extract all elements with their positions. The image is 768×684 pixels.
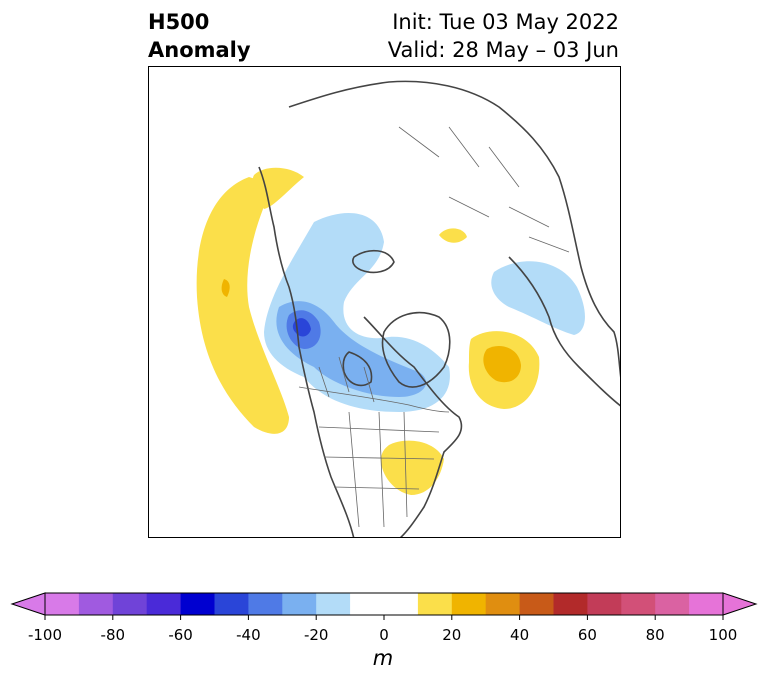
anomaly-west-pacific-ridge-core <box>221 279 230 297</box>
colorbar-swatch <box>417 593 453 615</box>
colorbar-tick-label: 80 <box>645 626 665 644</box>
colorbar-swatch <box>384 593 419 615</box>
colorbar-swatch <box>248 593 283 615</box>
colorbar-tick-label: 20 <box>442 626 462 644</box>
colorbar-swatch <box>689 593 724 615</box>
coastline-north-america-west <box>258 166 355 537</box>
colorbar-tick-label: -40 <box>236 626 261 644</box>
coastline-north-america-east <box>363 316 463 537</box>
title-line-1: H500 <box>148 10 210 34</box>
colorbar-tick-label: -60 <box>168 626 193 644</box>
coastline-hudson-bay <box>342 351 373 387</box>
coastline-eurasia <box>288 80 620 378</box>
colorbar-tick-label: -100 <box>27 626 63 644</box>
colorbar-swatch <box>350 593 385 615</box>
map-canvas <box>196 80 620 537</box>
colorbar-swatch <box>655 593 690 615</box>
colorbar-swatch <box>316 593 351 615</box>
colorbar-tick-label: 100 <box>708 626 738 644</box>
forecast-dates: Init: Tue 03 May 2022 Valid: 28 May – 03… <box>388 8 619 64</box>
coastline-arctic-islands <box>352 249 395 274</box>
anomaly-southeast-us-ridge <box>381 440 444 495</box>
anomaly-scandinavia-trough <box>491 261 585 335</box>
colorbar-swatch <box>180 593 215 615</box>
colorbar-swatch <box>519 593 554 615</box>
anomaly-alaska-ridge <box>252 167 304 209</box>
colorbar-unit: m <box>372 646 394 670</box>
colorbar-swatch <box>45 593 80 615</box>
us-state-grid-1 <box>318 411 440 528</box>
coastline-europe <box>508 256 620 407</box>
colorbar-swatch <box>451 593 487 615</box>
colorbar-swatch <box>621 593 656 615</box>
anomaly-map <box>148 66 621 538</box>
anomaly-north-atlantic-ridge-core <box>483 345 521 383</box>
colorbar-swatch <box>112 593 148 615</box>
us-canada-border <box>298 386 450 413</box>
colorbar-tick-label: 60 <box>577 626 597 644</box>
colorbar-tick-label: -80 <box>100 626 126 644</box>
canada-province-lines <box>318 356 375 403</box>
colorbar-extend-min <box>10 592 46 616</box>
chart-title: H500 Anomaly <box>148 8 251 64</box>
anomaly-siberia-ridge <box>439 228 467 243</box>
colorbar-tick-label: 40 <box>510 626 530 644</box>
colorbar-svg <box>10 592 758 620</box>
colorbar-swatch <box>214 593 249 615</box>
init-date: Init: Tue 03 May 2022 <box>392 10 619 34</box>
colorbar-tick-label: -20 <box>303 626 329 644</box>
coastlines <box>258 80 620 537</box>
colorbar-swatch <box>587 593 622 615</box>
coastline-greenland <box>381 311 451 388</box>
borders <box>298 126 570 528</box>
colorbar-tick-label: 0 <box>379 626 389 644</box>
colorbar-swatch <box>485 593 521 615</box>
colorbar-swatch <box>553 593 588 615</box>
colorbar-swatch <box>78 593 114 615</box>
valid-range: Valid: 28 May – 03 Jun <box>387 38 619 62</box>
eurasia-border-lines <box>398 126 570 253</box>
colorbar-swatch <box>146 593 182 615</box>
colorbar-extend-max <box>722 592 758 616</box>
anomaly-west-pacific-ridge <box>196 177 289 434</box>
title-line-2: Anomaly <box>148 38 251 62</box>
colorbar <box>10 590 758 624</box>
colorbar-swatch <box>282 593 317 615</box>
